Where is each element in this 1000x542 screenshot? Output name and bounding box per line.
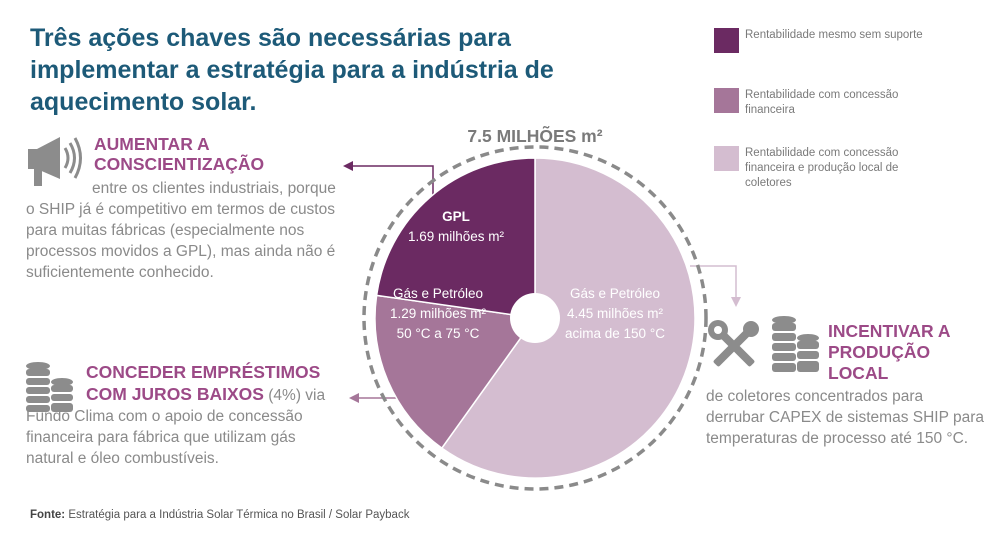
pie-dashed-outline [362,145,708,491]
pie-slice-label: 4.45 milhões m² [567,306,664,321]
legend-label: Rentabilidade com concessão financeira e… [745,147,899,189]
loans-text: COM JUROS BAIXOS (4%) via Fundo Clima co… [26,384,346,469]
arrowhead-icon [343,161,353,171]
loans-heading: CONCEDER EMPRÉSTIMOS [86,362,321,382]
source-note: Fonte: Estratégia para a Indústria Solar… [30,509,409,521]
legend-swatch [714,88,739,113]
pie-slice-label: 1.69 milhões m² [408,229,505,244]
arrow-to-awareness [352,165,434,221]
legend-swatch [714,28,739,53]
legend-label: Rentabilidade mesmo sem suporte [745,29,923,41]
coin-stack-icon [24,360,74,416]
arrowhead-icon [731,297,741,307]
legend-swatch [714,146,739,171]
arrowhead-icon [349,393,359,403]
pie-labels: Gás e Petróleo 4.45 milhões m² acima de 15… [390,209,665,341]
loans-heading-suffix: (4%) via [268,387,326,404]
awareness-text: entre os clientes industriais, porque o … [26,178,344,283]
source-label: Fonte: [30,509,66,521]
pie-slice [375,157,536,319]
pie-slice-label: 50 °C a 75 °C [397,326,480,341]
pie-slice-label: Gás e Petróleo [570,286,660,301]
pie-slice-label: GPL [442,209,470,224]
local-production-body: de coletores concentrados para derrubar … [706,388,984,447]
pie-center-hole [510,293,560,343]
awareness-body: entre os clientes industriais, porque o … [26,180,336,281]
tools-icon [706,318,762,374]
pie-title: 7.5 MILHÕES m² [467,125,602,146]
awareness-heading: AUMENTAR A CONSCIENTIZAÇÃO [94,134,265,174]
pie-slice-label: acima de 150 °C [565,326,665,341]
coin-stack-icon [770,314,820,374]
pie-slice [374,294,537,450]
loans-body: Fundo Clima com o apoio de concessão fin… [26,408,303,467]
loans-heading-2: COM JUROS BAIXOS [86,384,264,404]
pie-slices [374,157,696,479]
megaphone-icon [26,133,86,189]
page-title: Três ações chaves são necessárias para i… [30,24,554,116]
pie-slice-label: Gás e Petróleo [393,286,483,301]
arrow-to-local-production [690,265,737,298]
pie-slice-label: 1.29 milhões m² [390,306,487,321]
local-production-heading: INCENTIVAR A PRODUÇÃO LOCAL [828,321,950,383]
legend-label: Rentabilidade com concessão financeira [745,89,899,116]
source-text: Estratégia para a Indústria Solar Térmic… [68,509,410,521]
pie-slice [440,157,696,479]
